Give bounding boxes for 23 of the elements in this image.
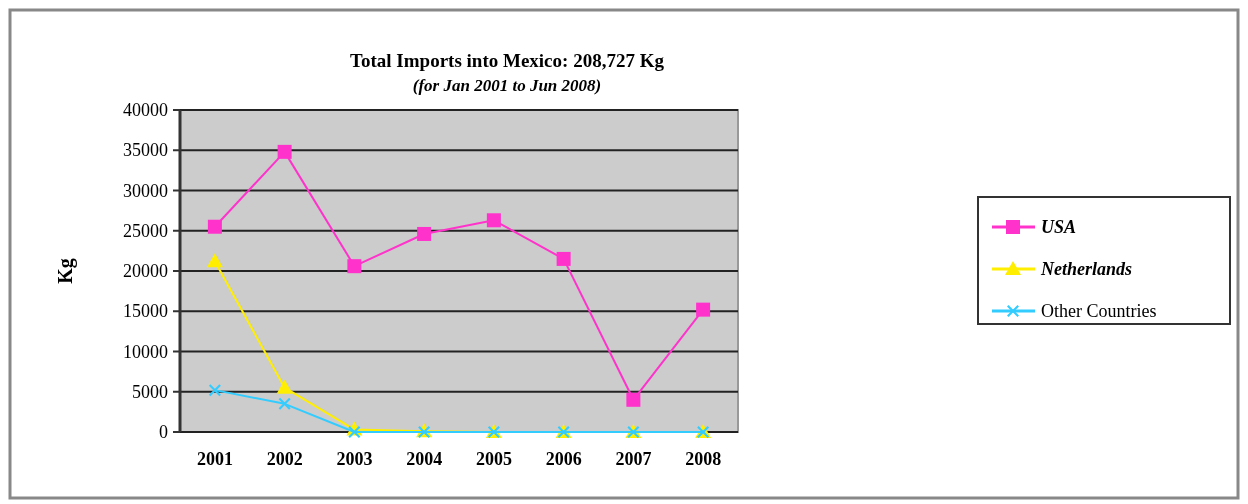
y-tick-label: 20000	[123, 261, 168, 281]
x-tick-label: 2002	[266, 449, 303, 469]
y-tick-label: 40000	[123, 100, 168, 120]
y-tick-label: 5000	[132, 381, 168, 402]
x-tick-label: 2001	[196, 449, 233, 469]
legend-label: USA	[1041, 217, 1077, 237]
y-tick-label: 30000	[123, 180, 168, 201]
x-tick-label: 2006	[545, 449, 582, 469]
x-tick-label: 2005	[475, 449, 512, 469]
chart-title: Total Imports into Mexico: 208,727 Kg	[350, 50, 665, 71]
y-tick-label: 15000	[123, 301, 168, 322]
chart-subtitle: (for Jan 2001 to Jun 2008)	[412, 76, 602, 95]
x-tick-label: 2003	[336, 449, 373, 469]
y-tick-label: 35000	[123, 140, 168, 161]
legend-label: Netherlands	[1040, 259, 1133, 279]
y-tick-label: 0	[159, 422, 168, 442]
legend-label: Other Countries	[1041, 301, 1157, 321]
y-tick-label: 25000	[123, 220, 168, 241]
x-tick-label: 2008	[685, 449, 722, 469]
x-tick-label: 2007	[615, 449, 652, 469]
y-tick-label: 10000	[123, 341, 168, 362]
y-axis-title: Kg	[54, 258, 77, 284]
x-tick-label: 2004	[406, 449, 443, 469]
